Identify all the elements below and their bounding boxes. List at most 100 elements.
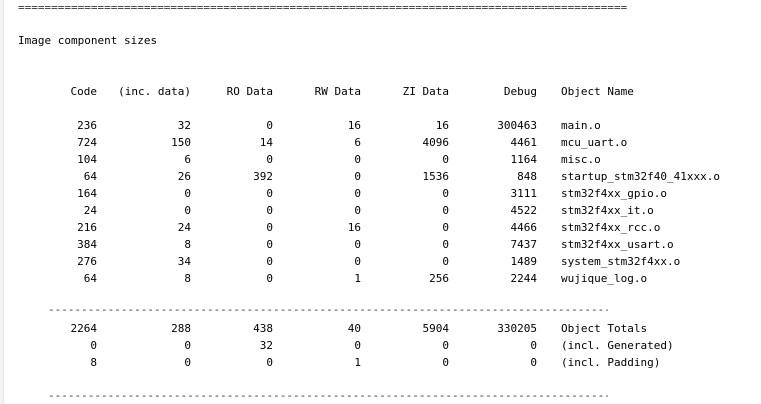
cell-code: 2264 bbox=[70, 322, 98, 335]
cell-rw-data: 1 bbox=[354, 356, 361, 369]
cell-object-name: stm32f4xx_rcc.o bbox=[561, 221, 661, 234]
cell-ro-data: 14 bbox=[259, 136, 273, 149]
cell-rw-data: 0 bbox=[354, 339, 361, 352]
cell-ro-data: 0 bbox=[266, 238, 273, 251]
cell-object-name: stm32f4xx_gpio.o bbox=[561, 187, 667, 200]
cell-rw-data: 0 bbox=[354, 187, 361, 200]
cell-inc-data: 0 bbox=[184, 204, 191, 217]
cell-inc-data: 6 bbox=[184, 153, 191, 166]
cell-inc-data: 8 bbox=[184, 272, 191, 285]
separator-top: ========================================… bbox=[18, 2, 628, 14]
cell-object-name: mcu_uart.o bbox=[561, 136, 628, 149]
cell-debug: 4466 bbox=[510, 221, 538, 234]
cell-ro-data: 32 bbox=[259, 339, 273, 352]
separator-mid: ----------------------------------------… bbox=[48, 304, 608, 316]
cell-debug: 2244 bbox=[510, 272, 538, 285]
cell-inc-data: 34 bbox=[177, 255, 191, 268]
cell-ro-data: 0 bbox=[266, 153, 273, 166]
cell-zi-data: 0 bbox=[442, 255, 449, 268]
cell-code: 8 bbox=[90, 356, 97, 369]
cell-ro-data: 0 bbox=[266, 272, 273, 285]
cell-rw-data: 1 bbox=[354, 272, 361, 285]
header-inc-data: (inc. data) bbox=[118, 85, 191, 98]
cell-code: 64 bbox=[83, 170, 97, 183]
cell-code: 216 bbox=[77, 221, 97, 234]
cell-zi-data: 4096 bbox=[422, 136, 450, 149]
cell-code: 164 bbox=[77, 187, 97, 200]
cell-zi-data: 0 bbox=[442, 238, 449, 251]
cell-rw-data: 16 bbox=[347, 119, 361, 132]
cell-zi-data: 16 bbox=[435, 119, 449, 132]
header-debug: Debug bbox=[503, 85, 537, 98]
cell-debug: 1164 bbox=[510, 153, 538, 166]
cell-object-name: (incl. Generated) bbox=[561, 339, 674, 352]
cell-inc-data: 0 bbox=[184, 356, 191, 369]
separator-bottom: ----------------------------------------… bbox=[48, 390, 608, 402]
cell-object-name: wujique_log.o bbox=[561, 272, 648, 285]
cell-zi-data: 0 bbox=[442, 339, 449, 352]
cell-ro-data: 0 bbox=[266, 221, 273, 234]
cell-code: 0 bbox=[90, 339, 97, 352]
cell-zi-data: 0 bbox=[442, 153, 449, 166]
cell-code: 384 bbox=[77, 238, 97, 251]
cell-debug: 848 bbox=[517, 170, 537, 183]
cell-inc-data: 26 bbox=[177, 170, 191, 183]
cell-object-name: stm32f4xx_it.o bbox=[561, 204, 654, 217]
cell-ro-data: 0 bbox=[266, 255, 273, 268]
cell-zi-data: 0 bbox=[442, 356, 449, 369]
header-object-name: Object Name bbox=[561, 85, 634, 98]
cell-object-name: Object Totals bbox=[561, 322, 648, 335]
cell-debug: 330205 bbox=[497, 322, 537, 335]
cell-rw-data: 0 bbox=[354, 170, 361, 183]
header-rw-data: RW Data bbox=[314, 85, 361, 98]
cell-object-name: misc.o bbox=[561, 153, 601, 166]
cell-code: 724 bbox=[77, 136, 97, 149]
cell-debug: 4522 bbox=[510, 204, 538, 217]
cell-zi-data: 0 bbox=[442, 187, 449, 200]
cell-ro-data: 0 bbox=[266, 119, 273, 132]
cell-inc-data: 32 bbox=[177, 119, 191, 132]
cell-object-name: stm32f4xx_usart.o bbox=[561, 238, 674, 251]
header-ro-data: RO Data bbox=[226, 85, 273, 98]
cell-inc-data: 8 bbox=[184, 238, 191, 251]
cell-zi-data: 0 bbox=[442, 204, 449, 217]
cell-debug: 1489 bbox=[510, 255, 538, 268]
cell-object-name: main.o bbox=[561, 119, 601, 132]
cell-rw-data: 0 bbox=[354, 153, 361, 166]
header-zi-data: ZI Data bbox=[402, 85, 449, 98]
cell-rw-data: 40 bbox=[347, 322, 361, 335]
cell-debug: 3111 bbox=[510, 187, 538, 200]
cell-rw-data: 0 bbox=[354, 204, 361, 217]
cell-object-name: startup_stm32f40_41xxx.o bbox=[561, 170, 720, 183]
cell-ro-data: 0 bbox=[266, 204, 273, 217]
cell-debug: 4461 bbox=[510, 136, 538, 149]
cell-inc-data: 150 bbox=[171, 136, 191, 149]
cell-inc-data: 288 bbox=[171, 322, 191, 335]
cell-object-name: (incl. Padding) bbox=[561, 356, 661, 369]
cell-debug: 7437 bbox=[510, 238, 538, 251]
cell-code: 64 bbox=[83, 272, 97, 285]
cell-inc-data: 0 bbox=[184, 187, 191, 200]
cell-debug: 300463 bbox=[497, 119, 537, 132]
cell-rw-data: 6 bbox=[354, 136, 361, 149]
cell-code: 24 bbox=[83, 204, 97, 217]
cell-rw-data: 0 bbox=[354, 238, 361, 251]
section-title: Image component sizes bbox=[18, 34, 158, 47]
cell-code: 236 bbox=[77, 119, 97, 132]
cell-ro-data: 0 bbox=[266, 187, 273, 200]
header-code: Code bbox=[70, 85, 98, 98]
cell-zi-data: 0 bbox=[442, 221, 449, 234]
cell-debug: 0 bbox=[530, 339, 537, 352]
cell-ro-data: 392 bbox=[253, 170, 273, 183]
cell-ro-data: 438 bbox=[253, 322, 273, 335]
cell-zi-data: 1536 bbox=[422, 170, 450, 183]
cell-object-name: system_stm32f4xx.o bbox=[561, 255, 681, 268]
cell-inc-data: 0 bbox=[184, 339, 191, 352]
cell-code: 104 bbox=[77, 153, 97, 166]
cell-rw-data: 16 bbox=[347, 221, 361, 234]
cell-zi-data: 256 bbox=[429, 272, 449, 285]
editor-gutter bbox=[0, 0, 4, 404]
cell-code: 276 bbox=[77, 255, 97, 268]
cell-rw-data: 0 bbox=[354, 255, 361, 268]
cell-ro-data: 0 bbox=[266, 356, 273, 369]
